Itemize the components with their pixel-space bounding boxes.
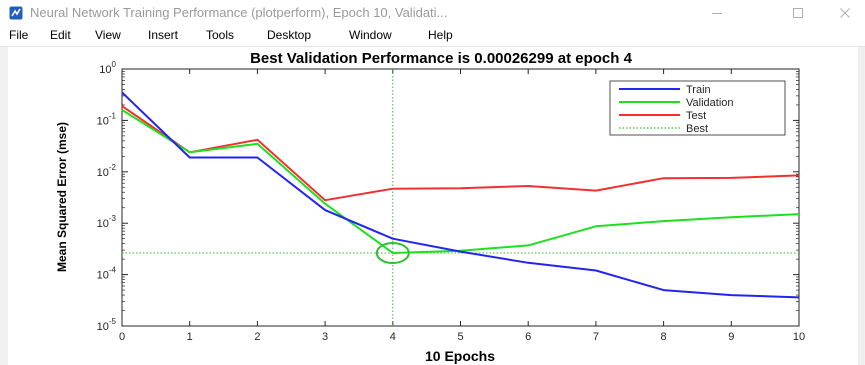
x-tick-label: 7 — [593, 331, 599, 343]
title-bar[interactable]: Neural Network Training Performance (plo… — [0, 0, 865, 26]
x-tick-label: 3 — [322, 331, 328, 343]
matlab-figure-icon — [9, 6, 23, 20]
y-tick-label: 10-5 — [97, 317, 117, 333]
minimize-icon — [712, 13, 722, 14]
menu-view[interactable]: View — [95, 28, 121, 42]
menu-file[interactable]: File — [9, 28, 29, 42]
x-tick-label: 1 — [187, 331, 193, 343]
legend-label-train: Train — [686, 84, 711, 96]
menu-edit[interactable]: Edit — [50, 28, 71, 42]
legend-label-validation: Validation — [686, 97, 734, 109]
minimize-button[interactable] — [697, 0, 737, 26]
y-tick-label: 10-4 — [97, 266, 117, 282]
x-tick-label: 5 — [457, 331, 463, 343]
y-axis-label: Mean Squared Error (mse) — [55, 122, 69, 272]
x-tick-label: 4 — [390, 331, 396, 343]
series-line-train — [121, 91, 800, 299]
legend-label-test: Test — [686, 110, 706, 122]
legend-label-best: Best — [686, 123, 708, 135]
performance-plot: Best Validation Performance is 0.0002629… — [55, 50, 805, 364]
y-tick-label: 10-2 — [97, 163, 117, 179]
window-title: Neural Network Training Performance (plo… — [30, 5, 448, 20]
chart-title: Best Validation Performance is 0.0002629… — [250, 50, 633, 67]
y-tick-label: 10-3 — [97, 214, 117, 230]
y-tick-label: 10-1 — [97, 111, 117, 127]
maximize-icon — [793, 8, 803, 18]
series-line-test — [121, 105, 800, 202]
menu-tools[interactable]: Tools — [206, 28, 235, 42]
menu-bar: File Edit View Insert Tools Desktop Wind… — [0, 26, 865, 47]
x-tick-label: 8 — [661, 331, 667, 343]
x-tick-label: 10 — [793, 331, 805, 343]
x-tick-label: 6 — [525, 331, 531, 343]
maximize-button[interactable] — [778, 0, 818, 26]
close-icon — [840, 8, 850, 18]
menu-window[interactable]: Window — [349, 28, 392, 42]
x-tick-label: 0 — [119, 331, 125, 343]
y-tick-label: 100 — [99, 60, 116, 76]
menu-help[interactable]: Help — [428, 28, 453, 42]
x-axis-label: 10 Epochs — [425, 348, 495, 364]
figure-canvas: Best Validation Performance is 0.0002629… — [8, 47, 858, 365]
x-tick-label: 9 — [728, 331, 734, 343]
close-button[interactable] — [825, 0, 865, 26]
menu-insert[interactable]: Insert — [148, 28, 179, 42]
x-tick-label: 2 — [254, 331, 260, 343]
best-point-marker — [375, 242, 410, 265]
menu-desktop[interactable]: Desktop — [267, 28, 312, 42]
